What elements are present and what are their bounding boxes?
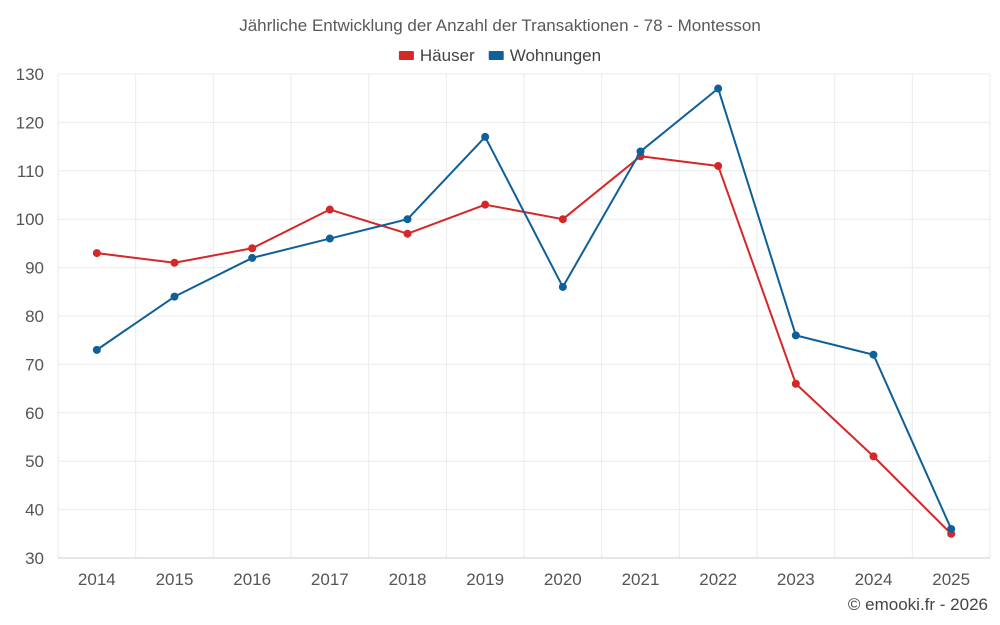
data-point-haeuser[interactable] xyxy=(248,244,257,253)
series-wohnungen xyxy=(92,84,956,533)
x-tick-label: 2021 xyxy=(622,570,660,589)
chart-title: Jährliche Entwicklung der Anzahl der Tra… xyxy=(239,16,761,35)
data-point-haeuser[interactable] xyxy=(869,452,878,461)
data-point-wohnungen[interactable] xyxy=(558,282,567,291)
x-tick-label: 2015 xyxy=(156,570,194,589)
x-tick-label: 2023 xyxy=(777,570,815,589)
y-tick-label: 50 xyxy=(25,452,44,471)
legend-label: Wohnungen xyxy=(510,46,601,65)
legend-swatch xyxy=(398,51,414,60)
y-tick-label: 60 xyxy=(25,404,44,423)
series-line-wohnungen xyxy=(96,87,953,530)
x-tick-label: 2024 xyxy=(855,570,893,589)
x-tick-label: 2016 xyxy=(233,570,271,589)
data-point-haeuser[interactable] xyxy=(170,258,179,267)
data-point-haeuser[interactable] xyxy=(558,215,567,224)
data-point-wohnungen[interactable] xyxy=(791,331,800,340)
credit-text: © emooki.fr - 2026 xyxy=(848,595,988,614)
x-tick-label: 2017 xyxy=(311,570,349,589)
x-tick-label: 2020 xyxy=(544,570,582,589)
data-point-wohnungen[interactable] xyxy=(481,132,490,141)
x-axis-ticks: 2014 2015 2016 2017 2018 2019 2020 2021 2022 2023… xyxy=(78,570,970,589)
y-tick-label: 40 xyxy=(25,501,44,520)
legend: Häuser Wohnungen xyxy=(398,46,601,65)
x-tick-label: 2025 xyxy=(932,570,970,589)
x-tick-label: 2014 xyxy=(78,570,116,589)
y-tick-label: 100 xyxy=(16,210,44,229)
data-point-haeuser[interactable] xyxy=(791,379,800,388)
y-tick-label: 70 xyxy=(25,355,44,374)
y-tick-label: 110 xyxy=(17,162,44,181)
x-tick-label: 2019 xyxy=(466,570,504,589)
data-point-wohnungen[interactable] xyxy=(325,234,334,243)
data-point-wohnungen[interactable] xyxy=(869,350,878,359)
data-point-haeuser[interactable] xyxy=(481,200,490,209)
legend-swatch xyxy=(488,51,504,60)
data-point-haeuser[interactable] xyxy=(714,161,723,170)
data-point-wohnungen[interactable] xyxy=(636,147,645,156)
y-tick-label: 130 xyxy=(16,65,44,84)
x-tick-label: 2018 xyxy=(389,570,427,589)
data-point-wohnungen[interactable] xyxy=(92,345,101,354)
grid-lines xyxy=(57,73,991,559)
y-tick-label: 120 xyxy=(16,113,44,132)
data-point-haeuser[interactable] xyxy=(92,249,101,258)
data-point-wohnungen[interactable] xyxy=(714,84,723,93)
x-tick-label: 2022 xyxy=(699,570,737,589)
legend-item[interactable]: Häuser xyxy=(398,46,475,65)
data-point-wohnungen[interactable] xyxy=(403,215,412,224)
series-group xyxy=(92,84,956,538)
legend-item[interactable]: Wohnungen xyxy=(488,46,601,65)
data-point-wohnungen[interactable] xyxy=(248,253,257,262)
y-axis-ticks: 30 40 50 60 70 80 90 100 110 120 130 xyxy=(16,65,44,568)
legend-label: Häuser xyxy=(420,46,475,65)
data-point-wohnungen[interactable] xyxy=(170,292,179,301)
y-tick-label: 90 xyxy=(25,259,44,278)
data-point-haeuser[interactable] xyxy=(403,229,412,238)
data-point-haeuser[interactable] xyxy=(325,205,334,214)
y-tick-label: 30 xyxy=(25,549,44,568)
data-point-wohnungen[interactable] xyxy=(947,524,956,533)
y-tick-label: 80 xyxy=(25,307,44,326)
